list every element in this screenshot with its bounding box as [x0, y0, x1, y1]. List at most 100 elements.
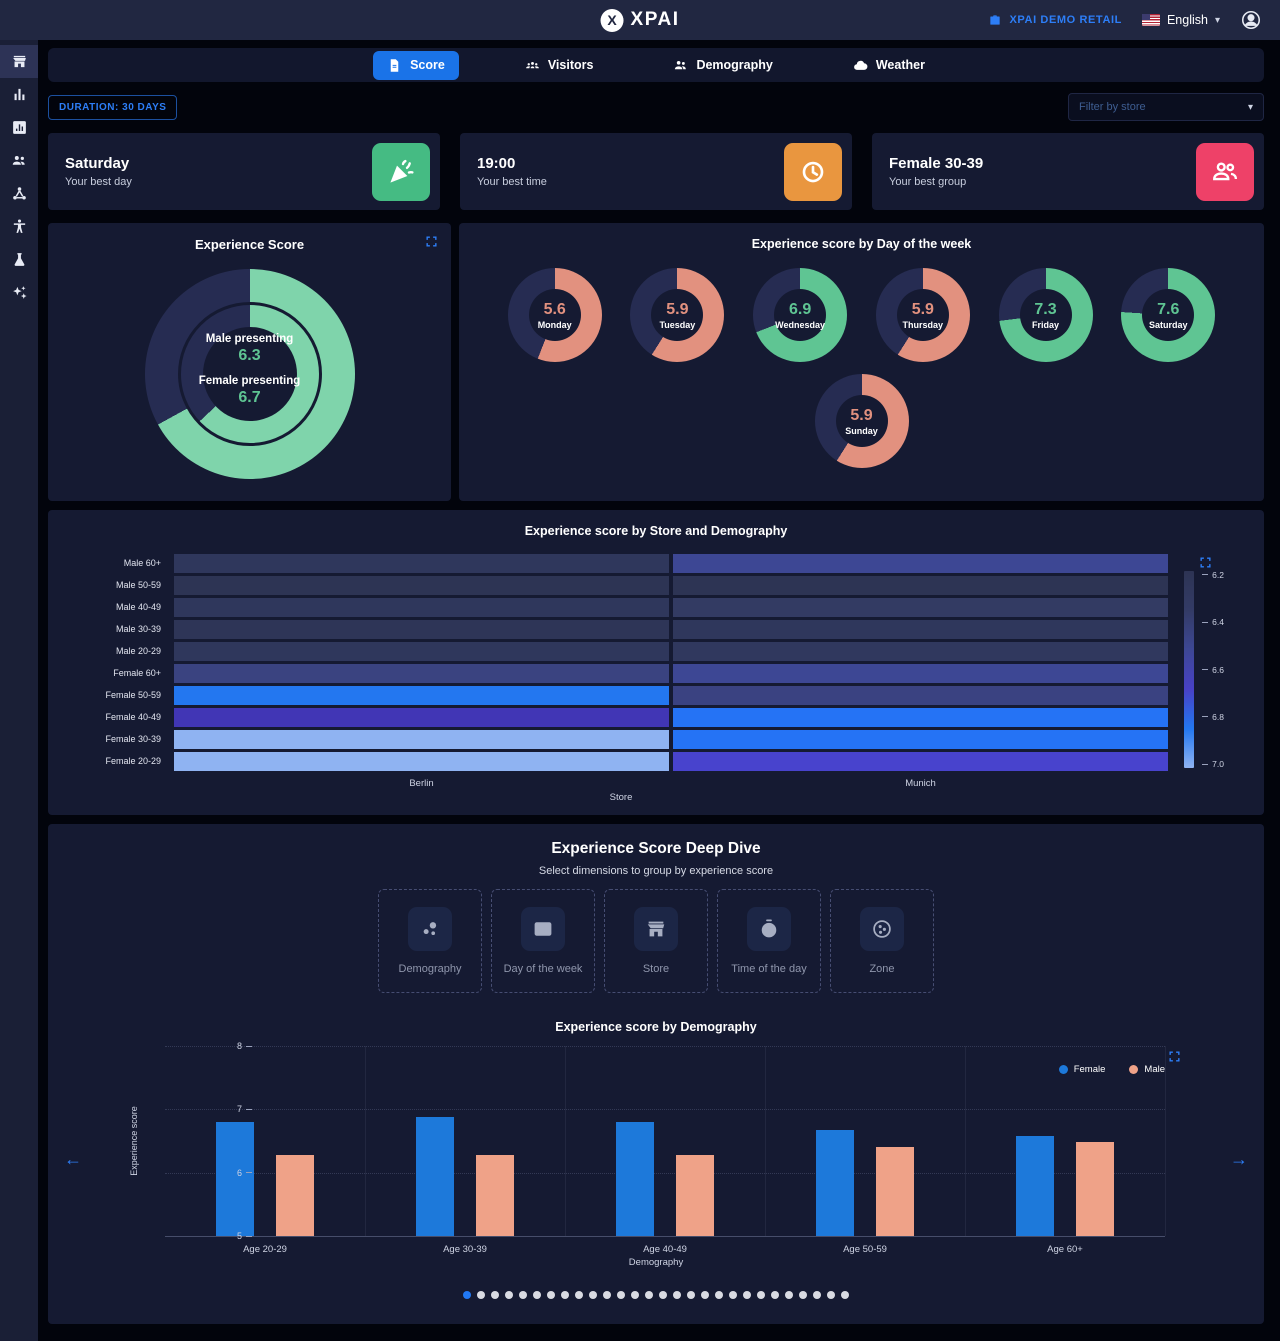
carousel-dot-20[interactable]	[729, 1291, 737, 1299]
carousel-dot-9[interactable]	[575, 1291, 583, 1299]
gridline	[165, 1172, 1165, 1174]
carousel-dot-16[interactable]	[673, 1291, 681, 1299]
heatmap-row-label: Female 20-29	[105, 756, 161, 766]
heatmap-cell-berlin-male-30-39	[174, 620, 669, 639]
prev-arrow[interactable]: ←	[64, 1149, 82, 1169]
dimension-day-of-the-week[interactable]: Day of the week	[491, 889, 595, 993]
carousel-dot-25[interactable]	[799, 1291, 807, 1299]
bar-male-age-20-29	[276, 1154, 314, 1236]
tab-score[interactable]: Score	[373, 50, 459, 80]
carousel-dot-11[interactable]	[603, 1291, 611, 1299]
tab-visitors[interactable]: Visitors	[511, 51, 608, 80]
day-donut-tuesday: 5.9 Tuesday	[630, 268, 725, 362]
heatmap-row-label: Female 40-49	[105, 712, 161, 722]
cloud-icon	[853, 58, 868, 73]
sidebar-item-hub[interactable]	[0, 177, 38, 210]
carousel-dot-13[interactable]	[631, 1291, 639, 1299]
carousel-dot-19[interactable]	[715, 1291, 723, 1299]
sidebar-item-analytics[interactable]	[0, 111, 38, 144]
heatmap-cell-berlin-female-50-59	[174, 686, 669, 705]
fullscreen-icon[interactable]	[1199, 556, 1212, 574]
carousel-dot-27[interactable]	[827, 1291, 835, 1299]
store-filter-placeholder: Filter by store	[1079, 101, 1146, 113]
groups-icon	[525, 58, 540, 73]
account-button[interactable]	[1240, 9, 1262, 31]
bar-female-age-50-59	[816, 1129, 854, 1236]
carousel-dot-8[interactable]	[561, 1291, 569, 1299]
heatmap-cell-berlin-female-60	[174, 664, 669, 683]
carousel-dot-2[interactable]	[477, 1291, 485, 1299]
carousel-dot-22[interactable]	[757, 1291, 765, 1299]
carousel-dot-3[interactable]	[491, 1291, 499, 1299]
colorbar-tick: 6.8	[1202, 712, 1224, 722]
carousel-dot-23[interactable]	[771, 1291, 779, 1299]
carousel-dot-17[interactable]	[687, 1291, 695, 1299]
female-presenting-label: Female presenting	[198, 375, 301, 387]
day-donut-monday: 5.6 Monday	[507, 268, 602, 362]
sidebar-item-sparkles[interactable]	[0, 276, 38, 309]
stat-card-saturday: Saturday Your best day	[48, 133, 440, 210]
stat-card-title: Saturday	[65, 155, 130, 172]
sidebar-item-lab-flask[interactable]	[0, 243, 38, 276]
sidebar-item-people[interactable]	[0, 144, 38, 177]
fullscreen-icon[interactable]	[1168, 1050, 1181, 1068]
bar-chart-title: Experience score by Demography	[555, 1020, 757, 1034]
language-label: English	[1166, 13, 1208, 27]
tab-demography[interactable]: Demography	[659, 51, 786, 80]
carousel-dot-26[interactable]	[813, 1291, 821, 1299]
dimension-time-of-the-day[interactable]: Time of the day	[717, 889, 821, 993]
day-label: Wednesday	[775, 319, 826, 330]
day-score-value: 7.6	[1157, 300, 1180, 318]
heatmap-grid: Male 60+ Male 50-59 Male 40-49 Male 30-39 Ma…	[48, 554, 1168, 771]
account-icon	[1240, 9, 1262, 31]
bar-female-age-30-39	[416, 1116, 454, 1236]
carousel-dot-18[interactable]	[701, 1291, 709, 1299]
plot-area	[165, 1046, 1166, 1237]
day-label: Tuesday	[659, 319, 696, 330]
zone-icon	[860, 907, 904, 951]
heatmap-row-label: Female 50-59	[105, 690, 161, 700]
carousel-dot-21[interactable]	[743, 1291, 751, 1299]
carousel-dot-4[interactable]	[505, 1291, 513, 1299]
dimension-zone[interactable]: Zone	[830, 889, 934, 993]
y-axis-tick: 6	[237, 1168, 252, 1178]
stat-card-subtitle: Your best time	[477, 176, 547, 188]
fullscreen-icon[interactable]	[425, 235, 438, 253]
heatmap-cell-munich-female-20-29	[673, 752, 1168, 771]
carousel-dot-14[interactable]	[645, 1291, 653, 1299]
dimension-store[interactable]: Store	[604, 889, 708, 993]
stat-card-subtitle: Your best group	[889, 176, 967, 188]
tab-weather[interactable]: Weather	[839, 51, 939, 80]
us-flag-icon	[1141, 14, 1160, 26]
gridline	[165, 1109, 1165, 1111]
carousel-dot-12[interactable]	[617, 1291, 625, 1299]
tenant-link[interactable]: XPAI DEMO RETAIL	[988, 13, 1121, 27]
sidebar-item-storefront[interactable]	[0, 45, 38, 78]
stat-card-title: 19:00	[477, 155, 516, 172]
bar-male-age-30-39	[476, 1154, 514, 1236]
day-score-value: 5.9	[850, 406, 873, 424]
dimension-demography[interactable]: Demography	[378, 889, 482, 993]
heatmap-row-label: Male 30-39	[115, 624, 161, 634]
day-donut-sunday: 5.9 Sunday	[814, 374, 909, 468]
carousel-dot-28[interactable]	[841, 1291, 849, 1299]
carousel-dot-7[interactable]	[547, 1291, 555, 1299]
carousel-dot-10[interactable]	[589, 1291, 597, 1299]
carousel-dot-15[interactable]	[659, 1291, 667, 1299]
next-arrow[interactable]: →	[1230, 1149, 1248, 1169]
bar-male-age-50-59	[876, 1147, 914, 1236]
sidebar-item-bar-chart[interactable]	[0, 78, 38, 111]
carousel-dot-1[interactable]	[463, 1291, 471, 1299]
carousel-dot-24[interactable]	[785, 1291, 793, 1299]
carousel-dot-5[interactable]	[519, 1291, 527, 1299]
bar-female-age-60	[1016, 1135, 1054, 1236]
store-filter-select[interactable]: Filter by store ▾	[1068, 93, 1264, 121]
heatmap-cell-berlin-female-30-39	[174, 730, 669, 749]
y-axis-tick: 7	[237, 1104, 252, 1114]
duration-chip[interactable]: DURATION: 30 DAYS	[48, 94, 178, 120]
carousel-dot-6[interactable]	[533, 1291, 541, 1299]
timer-icon	[747, 907, 791, 951]
sidebar-item-accessibility[interactable]	[0, 210, 38, 243]
clock-icon	[784, 142, 842, 201]
language-selector[interactable]: English ▾	[1141, 13, 1220, 27]
